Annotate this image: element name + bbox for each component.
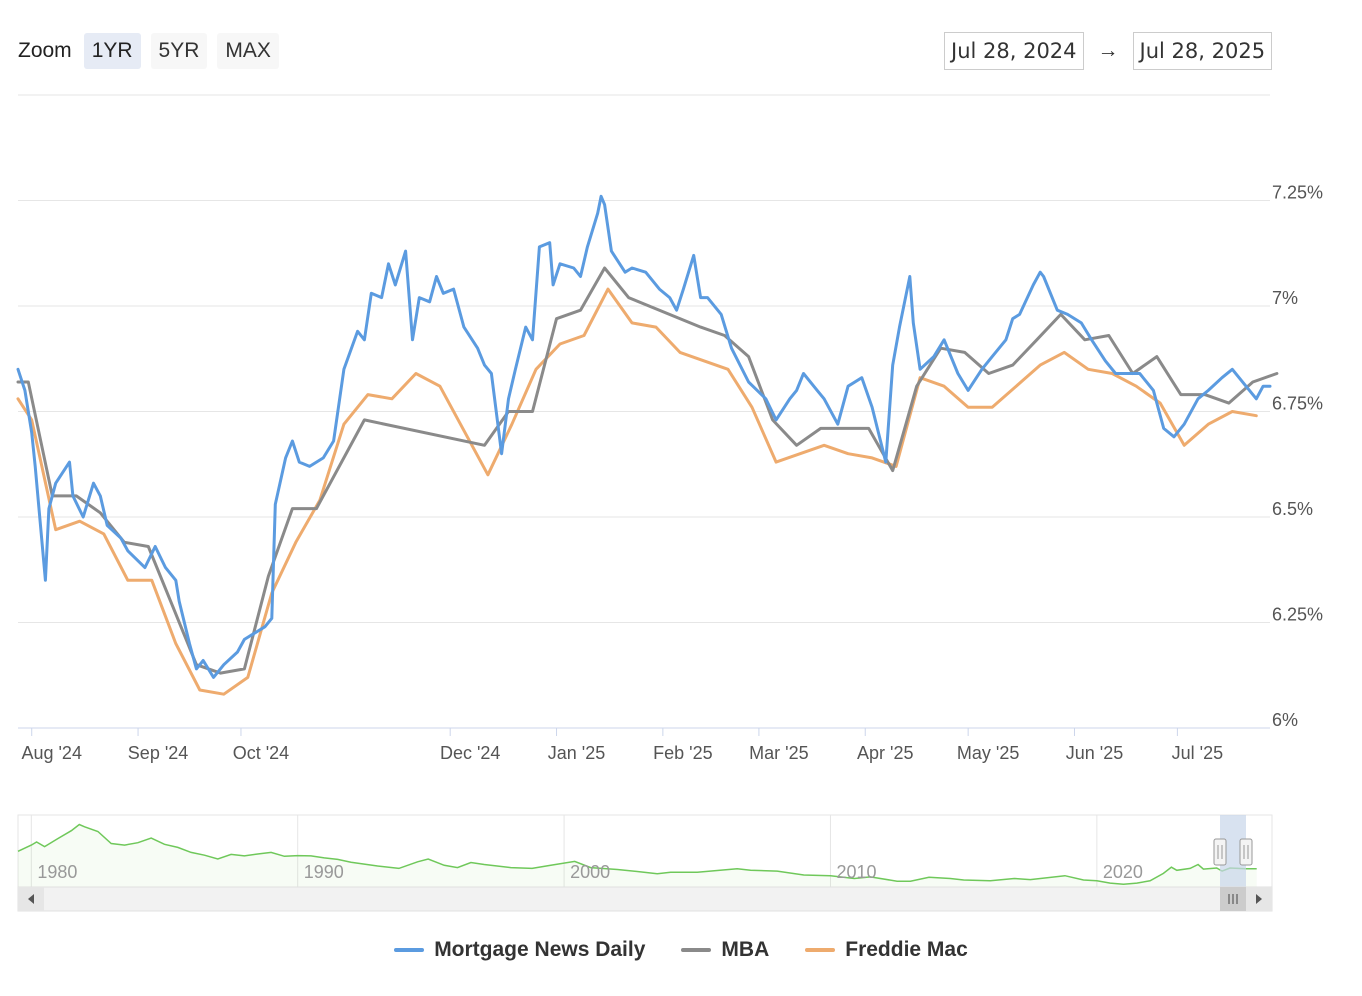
navigator-tick-label: 1990 — [304, 862, 344, 882]
zoom-max-button[interactable]: MAX — [217, 33, 279, 69]
date-range: Jul 28, 2024 → Jul 28, 2025 — [944, 32, 1273, 70]
range-arrow-icon: → — [1097, 39, 1119, 62]
grid-lines — [18, 94, 1270, 729]
x-tick-label: Apr '25 — [857, 743, 913, 763]
y-tick-label: 6% — [1272, 710, 1298, 730]
y-tick-label: 6.75% — [1272, 394, 1323, 414]
x-tick-label: Dec '24 — [440, 743, 500, 763]
zoom-1yr-button[interactable]: 1YR — [83, 33, 141, 69]
zoom-bar: Zoom 1YR 5YR MAX — [18, 32, 279, 70]
navigator-tick-label: 2000 — [570, 862, 610, 882]
main-chart[interactable]: 6% 6.25% 6.5% 6.75% 7% 7.25% Aug '24 Sep '24 Oc… — [0, 0, 1362, 800]
series-line-mba — [16, 266, 1279, 675]
navigator-right-handle[interactable] — [1239, 838, 1253, 866]
x-tick-label: Sep '24 — [128, 743, 189, 763]
range-from-input[interactable]: Jul 28, 2024 — [944, 32, 1084, 70]
scroll-left-arrow-icon — [28, 894, 34, 904]
x-axis-labels: Aug '24 Sep '24 Oct '24 Dec '24 Jan '25 Feb '… — [21, 728, 1223, 763]
legend-item-mnd[interactable]: Mortgage News Daily — [394, 938, 645, 962]
y-axis-labels: 6% 6.25% 6.5% 6.75% 7% 7.25% — [1272, 183, 1323, 731]
x-tick-label: May '25 — [957, 743, 1019, 763]
series-line-mnd — [16, 194, 1272, 679]
range-to-input[interactable]: Jul 28, 2025 — [1132, 32, 1273, 70]
series-lines — [16, 194, 1279, 696]
legend-label-mnd: Mortgage News Daily — [434, 938, 646, 961]
x-tick-label: Mar '25 — [749, 743, 808, 763]
y-tick-label: 6.5% — [1272, 499, 1313, 519]
navigator-tick-label: 1980 — [37, 862, 77, 882]
legend-swatch-mba — [681, 948, 712, 952]
legend-swatch-freddie — [805, 948, 836, 952]
x-tick-label: Jun '25 — [1066, 743, 1123, 763]
x-tick-label: Oct '24 — [233, 743, 289, 763]
y-tick-label: 7% — [1272, 288, 1298, 308]
navigator[interactable]: 1980 1990 2000 2010 2020 — [0, 806, 1362, 916]
navigator-line — [17, 823, 1257, 886]
scroll-right-arrow-icon — [1256, 894, 1262, 904]
navigator-area — [18, 824, 1257, 887]
series-line-freddie — [16, 287, 1258, 696]
zoom-5yr-button[interactable]: 5YR — [150, 33, 208, 69]
navigator-labels: 1980 1990 2000 2010 2020 — [37, 862, 1143, 882]
y-tick-label: 6.25% — [1272, 605, 1323, 625]
legend: Mortgage News Daily MBA Freddie Mac — [0, 938, 1362, 962]
navigator-tick-label: 2020 — [1103, 862, 1143, 882]
legend-label-freddie: Freddie Mac — [845, 938, 968, 961]
x-tick-label: Aug '24 — [21, 743, 82, 763]
legend-label-mba: MBA — [721, 938, 770, 961]
x-tick-label: Feb '25 — [653, 743, 712, 763]
navigator-frame — [17, 814, 1273, 896]
zoom-label: Zoom — [18, 39, 72, 62]
x-tick-label: Jan '25 — [548, 743, 605, 763]
y-tick-label: 7.25% — [1272, 183, 1323, 203]
navigator-tick-label: 2010 — [836, 862, 876, 882]
navigator-series — [17, 823, 1257, 887]
legend-swatch-mnd — [394, 948, 425, 952]
scrollbar-track[interactable] — [17, 886, 1273, 912]
legend-item-freddie[interactable]: Freddie Mac — [805, 938, 968, 962]
x-tick-label: Jul '25 — [1172, 743, 1223, 763]
legend-item-mba[interactable]: MBA — [681, 938, 769, 962]
navigator-left-handle[interactable] — [1213, 838, 1227, 866]
